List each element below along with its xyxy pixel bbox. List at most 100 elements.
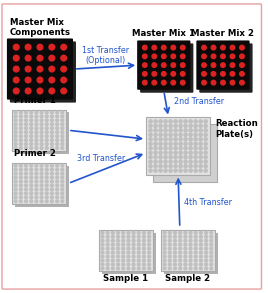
Circle shape	[45, 172, 48, 175]
Circle shape	[162, 71, 166, 76]
Circle shape	[25, 66, 31, 72]
Circle shape	[148, 263, 151, 266]
Circle shape	[25, 196, 27, 199]
Circle shape	[164, 129, 167, 132]
Circle shape	[51, 131, 53, 134]
Circle shape	[210, 239, 213, 242]
Circle shape	[199, 169, 202, 172]
Circle shape	[179, 129, 182, 132]
Circle shape	[171, 54, 176, 59]
Circle shape	[168, 231, 171, 234]
Text: 4th Transfer: 4th Transfer	[184, 198, 232, 207]
Circle shape	[159, 169, 162, 172]
Circle shape	[56, 127, 58, 130]
Circle shape	[122, 231, 125, 234]
Circle shape	[179, 133, 182, 137]
Circle shape	[37, 66, 43, 72]
FancyBboxPatch shape	[10, 41, 76, 103]
Circle shape	[20, 143, 22, 145]
Circle shape	[154, 165, 157, 168]
Circle shape	[127, 263, 130, 266]
Circle shape	[159, 142, 162, 145]
Circle shape	[30, 172, 33, 175]
Circle shape	[132, 243, 135, 246]
Circle shape	[132, 231, 135, 234]
Circle shape	[184, 120, 187, 123]
Circle shape	[205, 239, 207, 242]
Circle shape	[56, 192, 58, 195]
Circle shape	[189, 165, 192, 168]
FancyBboxPatch shape	[99, 230, 153, 271]
Circle shape	[184, 142, 187, 145]
Circle shape	[106, 243, 109, 246]
Circle shape	[51, 196, 53, 199]
Circle shape	[189, 235, 192, 238]
Circle shape	[202, 54, 206, 59]
Circle shape	[204, 165, 207, 168]
Circle shape	[45, 147, 48, 149]
Circle shape	[111, 243, 114, 246]
Circle shape	[194, 142, 197, 145]
Circle shape	[111, 247, 114, 250]
Circle shape	[137, 259, 140, 262]
Circle shape	[40, 123, 43, 126]
Circle shape	[189, 124, 192, 127]
Circle shape	[202, 71, 206, 76]
FancyBboxPatch shape	[7, 38, 73, 100]
Circle shape	[168, 251, 171, 254]
Circle shape	[168, 243, 171, 246]
Circle shape	[149, 165, 152, 168]
Circle shape	[40, 147, 43, 149]
Circle shape	[199, 138, 202, 141]
Circle shape	[25, 188, 27, 191]
Circle shape	[49, 88, 55, 94]
Circle shape	[61, 184, 64, 187]
Circle shape	[137, 239, 140, 242]
Circle shape	[56, 196, 58, 199]
Circle shape	[56, 176, 58, 179]
Circle shape	[189, 160, 192, 163]
Circle shape	[149, 133, 152, 137]
Circle shape	[174, 247, 176, 250]
Circle shape	[174, 138, 177, 141]
Circle shape	[194, 251, 197, 254]
Circle shape	[122, 239, 125, 242]
Text: Master Mix 1: Master Mix 1	[132, 30, 195, 38]
Text: Master Mix 2: Master Mix 2	[191, 30, 255, 38]
Circle shape	[200, 259, 202, 262]
Circle shape	[179, 263, 181, 266]
Circle shape	[61, 164, 64, 167]
Circle shape	[56, 180, 58, 183]
Circle shape	[30, 115, 33, 118]
Circle shape	[210, 251, 213, 254]
Circle shape	[40, 111, 43, 114]
Circle shape	[106, 231, 109, 234]
Circle shape	[61, 55, 66, 61]
Circle shape	[152, 63, 157, 67]
Circle shape	[40, 176, 43, 179]
Circle shape	[111, 267, 114, 270]
Circle shape	[148, 267, 151, 270]
Circle shape	[180, 80, 185, 85]
Circle shape	[199, 120, 202, 123]
Circle shape	[154, 151, 157, 154]
Circle shape	[171, 63, 176, 67]
Circle shape	[127, 267, 130, 270]
Circle shape	[149, 129, 152, 132]
Circle shape	[137, 255, 140, 258]
Circle shape	[111, 239, 114, 242]
Circle shape	[101, 267, 104, 270]
Circle shape	[45, 131, 48, 134]
Circle shape	[132, 247, 135, 250]
Circle shape	[127, 243, 130, 246]
Circle shape	[169, 124, 172, 127]
Circle shape	[20, 196, 22, 199]
Circle shape	[143, 63, 147, 67]
Text: 2nd Transfer: 2nd Transfer	[174, 97, 224, 105]
Circle shape	[184, 263, 187, 266]
Circle shape	[106, 247, 109, 250]
Circle shape	[163, 263, 166, 266]
Circle shape	[164, 169, 167, 172]
Circle shape	[14, 119, 17, 122]
Circle shape	[37, 88, 43, 94]
